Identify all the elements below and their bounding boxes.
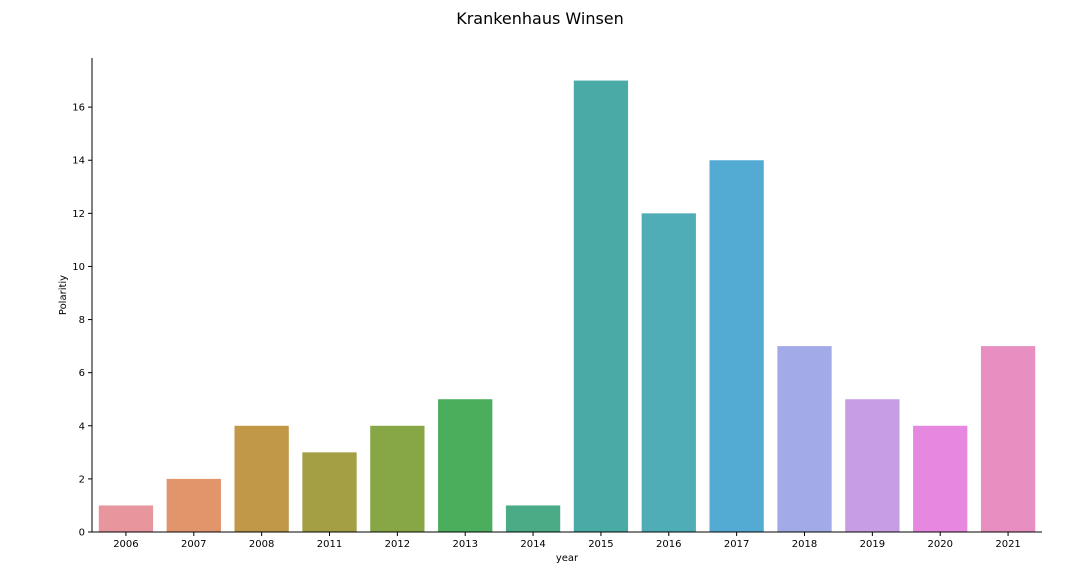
bar-2007 (166, 478, 221, 532)
x-tick-label: 2021 (995, 539, 1020, 550)
x-axis-label: year (556, 553, 579, 564)
bar-2018 (777, 346, 832, 532)
y-tick-label: 2 (79, 474, 85, 485)
x-tick-label: 2019 (860, 539, 885, 550)
bar-2015 (573, 80, 629, 532)
y-tick-label: 14 (72, 156, 85, 167)
bar-2014 (505, 505, 561, 532)
bar-2017 (709, 160, 764, 533)
x-tick-label: 2014 (520, 539, 545, 550)
bar-2006 (98, 505, 154, 532)
y-tick-label: 4 (79, 421, 85, 432)
bar-2011 (302, 452, 357, 532)
y-tick-label: 12 (72, 209, 85, 220)
y-tick-label: 10 (72, 262, 85, 273)
x-tick-label: 2006 (113, 539, 138, 550)
y-tick-label: 16 (72, 103, 85, 114)
x-tick-label: 2015 (588, 539, 613, 550)
bar-2016 (641, 213, 696, 532)
y-tick-label: 6 (79, 368, 85, 379)
x-tick-label: 2011 (317, 539, 342, 550)
x-tick-label: 2017 (724, 539, 749, 550)
bar-2012 (370, 425, 425, 532)
bar-2008 (234, 425, 289, 532)
chart-title: Krankenhaus Winsen (456, 9, 624, 28)
y-axis-label: Polaritiy (58, 275, 69, 315)
x-tick-label: 2013 (452, 539, 477, 550)
x-tick-label: 2012 (385, 539, 410, 550)
x-tick-label: 2008 (249, 539, 274, 550)
y-tick-label: 0 (79, 528, 85, 539)
bar-2020 (913, 425, 968, 532)
x-tick-label: 2007 (181, 539, 206, 550)
bar-2019 (845, 399, 900, 532)
bar-2021 (980, 346, 1036, 532)
bar-2013 (438, 399, 493, 532)
x-tick-label: 2018 (792, 539, 817, 550)
x-tick-label: 2020 (927, 539, 952, 550)
x-tick-label: 2016 (656, 539, 681, 550)
y-tick-label: 8 (79, 315, 85, 326)
